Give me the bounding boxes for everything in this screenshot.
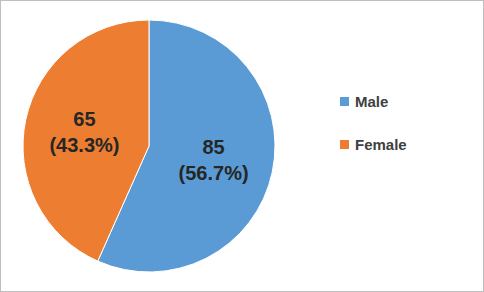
svg-text:85: 85	[202, 136, 224, 158]
svg-text:Female: Female	[355, 136, 407, 153]
svg-text:(43.3%): (43.3%)	[49, 134, 119, 156]
svg-text:(56.7%): (56.7%)	[179, 162, 249, 184]
svg-text:Male: Male	[355, 93, 388, 110]
svg-text:65: 65	[73, 108, 95, 130]
